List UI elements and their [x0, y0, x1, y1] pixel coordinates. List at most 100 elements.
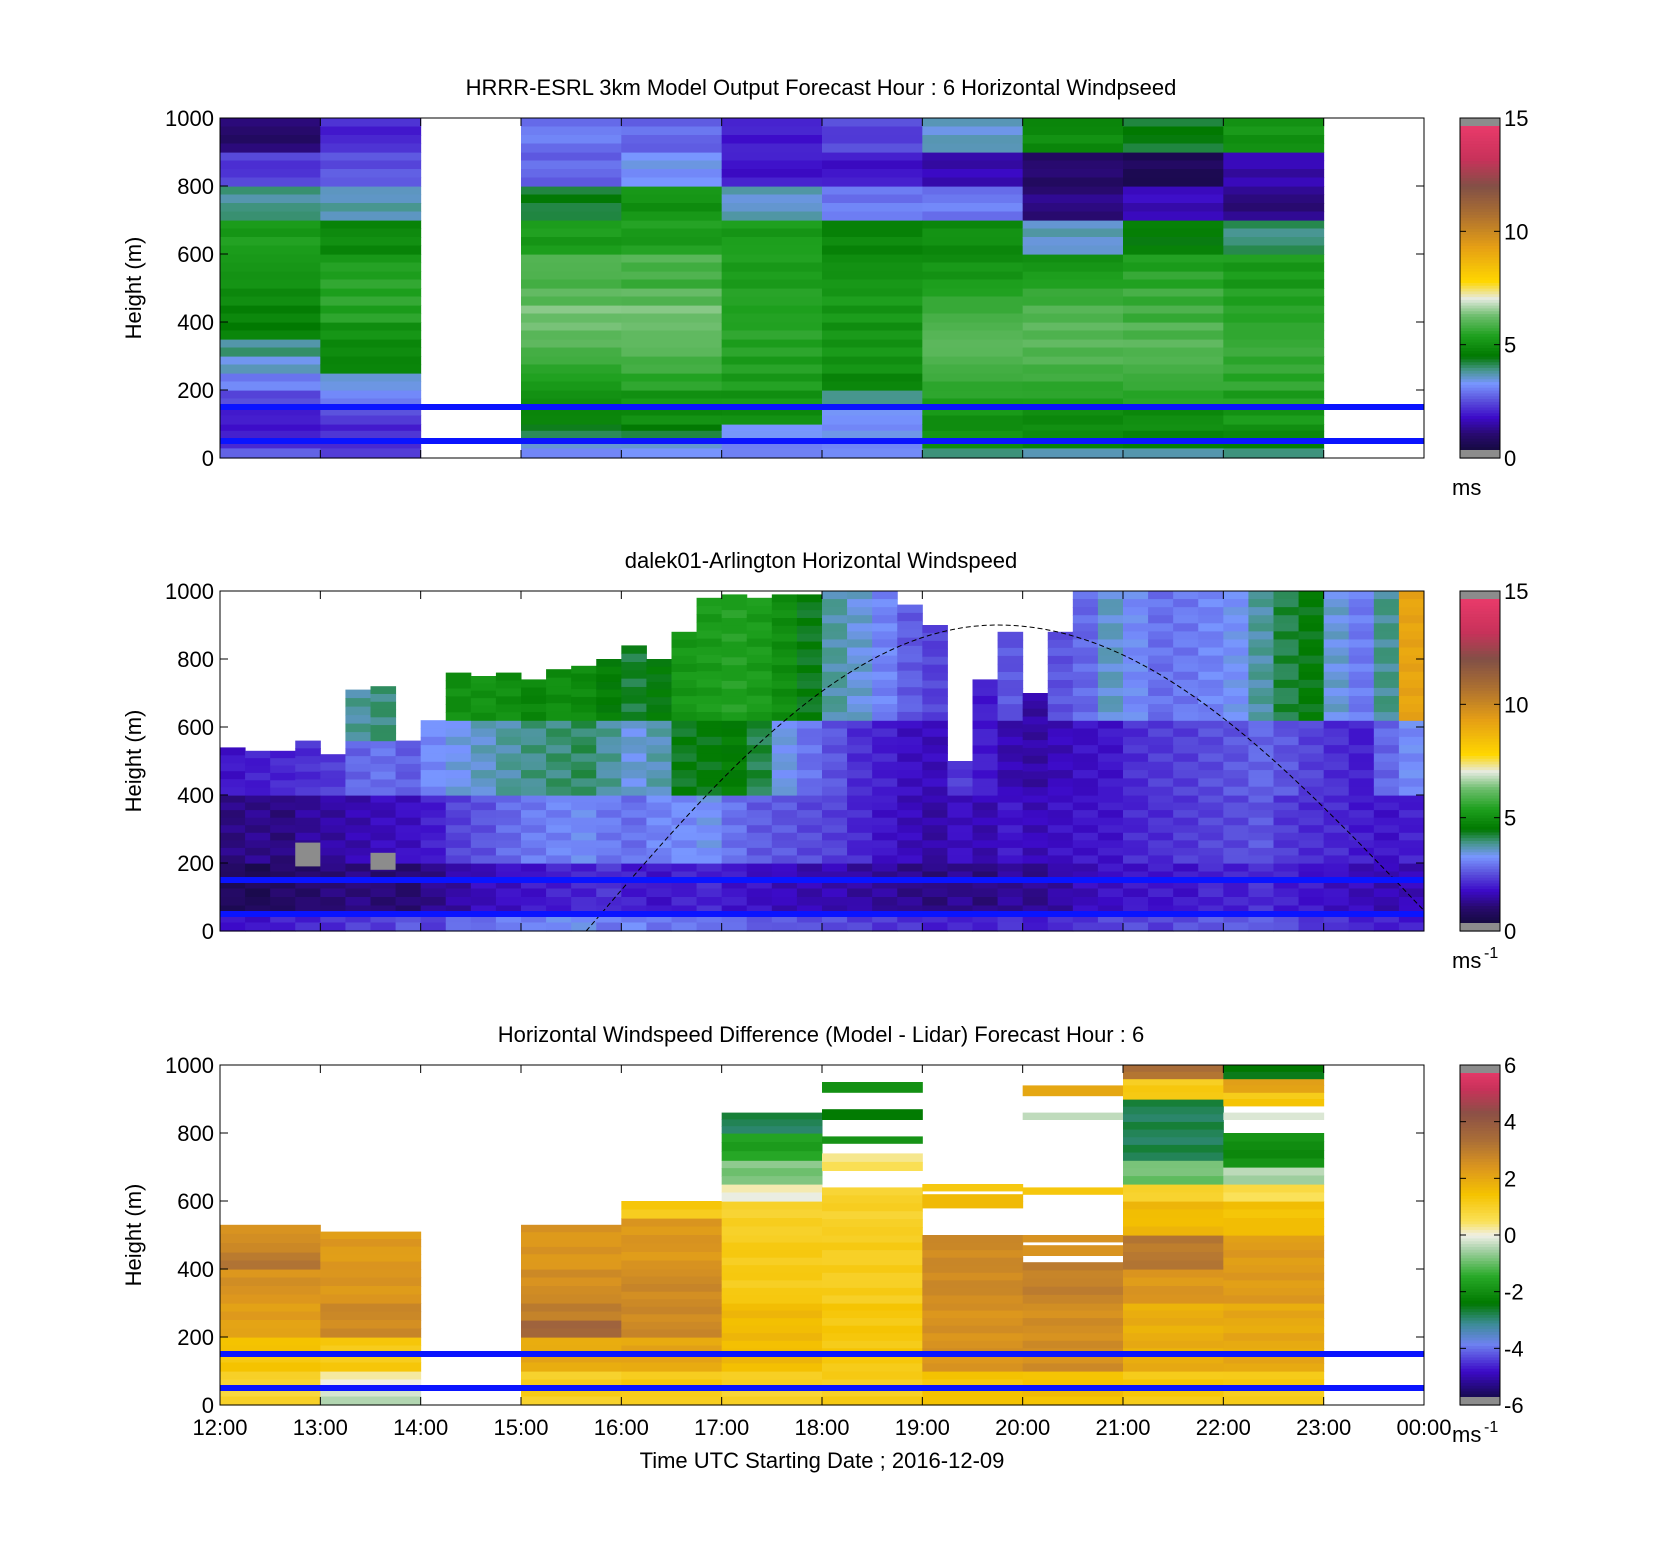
colorbar-segment [1460, 1277, 1500, 1281]
heatmap-cell [245, 832, 271, 841]
colorbar-segment [1460, 1280, 1500, 1284]
heatmap-cell [872, 802, 898, 811]
heatmap-cell [521, 795, 547, 804]
colorbar-cap [1460, 450, 1500, 458]
heatmap-cell [395, 888, 422, 898]
colorbar-segment [1460, 715, 1500, 720]
heatmap-cell [972, 795, 999, 804]
heatmap-cell [1123, 855, 1149, 864]
heatmap-cell [621, 1226, 723, 1236]
heatmap-cell [646, 778, 672, 788]
heatmap-cell [345, 732, 371, 742]
heatmap-cell [521, 770, 547, 779]
heatmap-cell [771, 761, 798, 771]
heatmap-cell [1123, 1355, 1224, 1365]
heatmap-cell [646, 825, 672, 834]
heatmap-cell [1373, 897, 1400, 907]
heatmap-cell [721, 1160, 823, 1169]
heatmap-cell [220, 118, 321, 128]
heatmap-cell [521, 1286, 622, 1296]
heatmap-cell [1123, 655, 1149, 665]
heatmap-cell [295, 922, 321, 932]
colorbar-segment [1460, 1133, 1500, 1137]
heatmap-cell [897, 888, 923, 898]
heatmap-cell [1123, 599, 1149, 608]
heatmap-cell [521, 1396, 622, 1406]
heatmap-cell [345, 905, 371, 915]
heatmap-cell [1198, 897, 1224, 907]
colorbar-segment [1460, 1155, 1500, 1160]
heatmap-cell [1223, 671, 1249, 681]
heatmap-cell [521, 1328, 622, 1338]
heatmap-cell [546, 711, 572, 721]
heatmap-cell [395, 817, 422, 826]
heatmap-cell [1248, 770, 1274, 779]
heatmap-cell [320, 1371, 422, 1381]
heatmap-cell [922, 330, 1024, 340]
panel-title: HRRR-ESRL 3km Model Output Forecast Hour… [466, 75, 1177, 100]
heatmap-cell [922, 262, 1024, 272]
heatmap-cell [320, 271, 422, 281]
heatmap-cell [997, 840, 1024, 849]
heatmap-cell [1072, 840, 1099, 849]
heatmap-cell [1072, 655, 1099, 665]
heatmap-cell [822, 863, 848, 873]
heatmap-cell [1123, 1099, 1224, 1108]
heatmap-cell [621, 753, 647, 763]
heatmap-cell [746, 905, 773, 915]
heatmap-cell [721, 373, 823, 383]
heatmap-cell [495, 770, 522, 779]
heatmap-cell [1223, 305, 1325, 315]
heatmap-cell [1323, 880, 1350, 890]
heatmap-cell [646, 753, 672, 763]
colorbar-segment [1460, 1226, 1500, 1230]
heatmap-cell [1398, 704, 1425, 713]
heatmap-cell [796, 594, 823, 603]
colorbar-segment [1460, 676, 1500, 680]
heatmap-cell [922, 840, 948, 849]
heatmap-cell [1047, 680, 1074, 689]
colorbar-segment [1460, 1189, 1500, 1194]
colorbar-segment [1460, 1283, 1500, 1287]
heatmap-cell [320, 786, 346, 796]
heatmap-cell [947, 840, 973, 849]
heatmap-cell [1223, 1226, 1325, 1236]
heatmap-cell [1323, 591, 1350, 600]
colorbar-segment [1460, 1291, 1500, 1296]
colorbar-segment [1460, 775, 1500, 779]
heatmap-cell [521, 220, 622, 230]
heatmap-cell [696, 880, 723, 890]
heatmap-cell [1223, 322, 1325, 332]
heatmap-cell [220, 1311, 321, 1321]
heatmap-cell [947, 888, 973, 898]
heatmap-cell [922, 1250, 1024, 1259]
heatmap-cell [771, 863, 798, 873]
heatmap-cell [997, 696, 1024, 705]
heatmap-cell [220, 135, 321, 145]
heatmap-cell [1273, 810, 1300, 819]
heatmap-cell [997, 802, 1024, 811]
heatmap-cell [696, 745, 723, 755]
heatmap-cell [495, 871, 522, 881]
heatmap-cell [1273, 720, 1300, 730]
colorbar-segment [1460, 1082, 1500, 1086]
heatmap-cell [671, 770, 698, 779]
heatmap-cell [1373, 695, 1400, 705]
heatmap-cell [1198, 770, 1224, 779]
heatmap-cell [295, 810, 321, 819]
heatmap-cell [671, 897, 698, 907]
heatmap-cell [696, 810, 723, 819]
heatmap-cell [1323, 631, 1350, 641]
heatmap-cell [621, 728, 647, 738]
heatmap-cell [1273, 817, 1300, 826]
heatmap-cell [370, 709, 397, 718]
heatmap-cell [1173, 770, 1199, 779]
heatmap-cell [1398, 832, 1425, 841]
heatmap-cell [746, 736, 773, 746]
heatmap-cell [721, 770, 748, 779]
colorbar-segment [1460, 840, 1500, 844]
heatmap-cell [1298, 840, 1325, 849]
heatmap-cell [922, 1318, 1024, 1327]
colorbar-segment [1460, 1311, 1500, 1315]
heatmap-cell [721, 922, 748, 932]
